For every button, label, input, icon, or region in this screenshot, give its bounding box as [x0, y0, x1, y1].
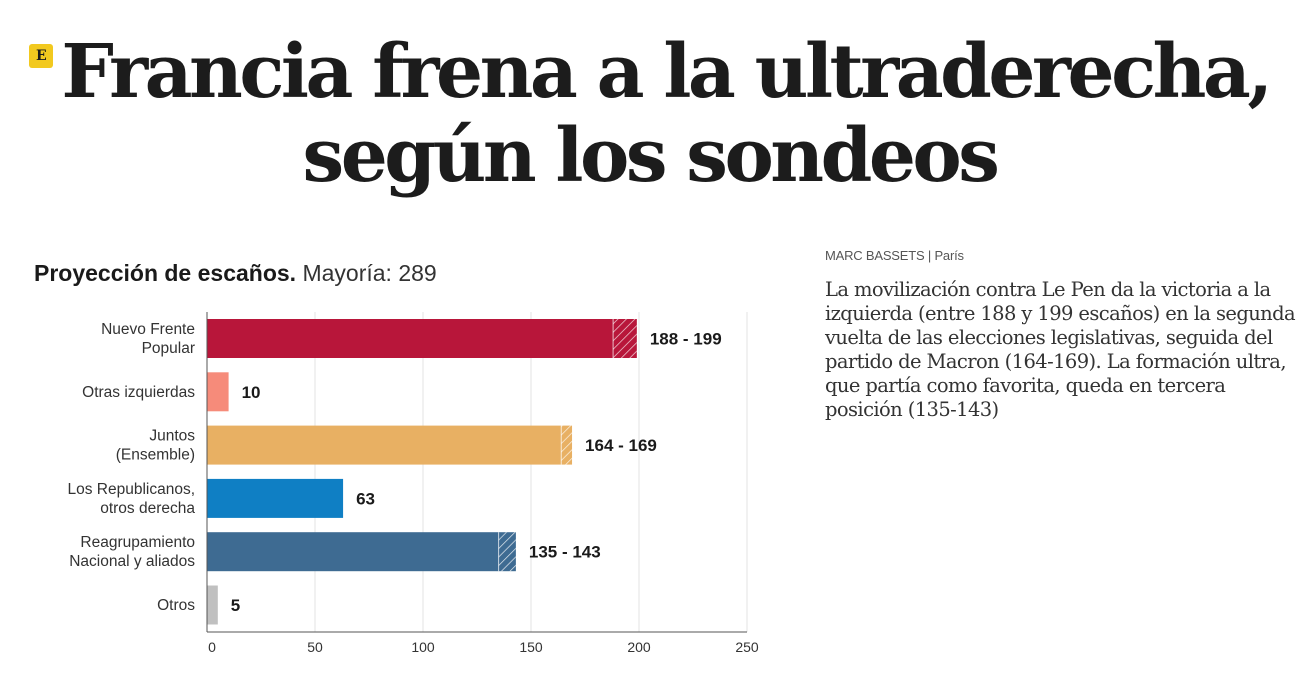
bar-min [207, 425, 562, 465]
x-tick-label: 250 [735, 639, 759, 655]
chart-subtitle: Mayoría: 289 [302, 260, 437, 286]
headline-line-2: según los sondeos [302, 113, 1000, 199]
chart-title: Proyección de escaños. Mayoría: 289 [34, 260, 437, 287]
category-label: (Ensemble) [116, 447, 195, 464]
bar-range-hatch [561, 425, 573, 465]
value-label: 5 [231, 596, 240, 615]
bar-min [207, 532, 499, 572]
category-label: Juntos [149, 428, 195, 445]
value-labels: 188 - 199 10 164 - 169 63 135 - 143 5 [231, 330, 722, 616]
chart-title-main: Proyección de escaños. [34, 260, 297, 286]
value-label: 164 - 169 [585, 436, 657, 455]
category-label: Los Republicanos, [67, 481, 195, 498]
bar-range-hatch [498, 532, 516, 572]
value-label: 63 [356, 489, 375, 508]
value-label: 10 [242, 383, 261, 402]
bar-min [207, 585, 218, 625]
category-label: Nacional y aliados [69, 553, 195, 570]
el-pais-logo-icon: E [29, 43, 54, 68]
x-tick-label: 100 [411, 639, 435, 655]
bar-min [207, 319, 614, 358]
byline: MARC BASSETS | París [825, 248, 964, 263]
bar-min [207, 372, 229, 412]
bar-chart: Nuevo Frente Popular Otras izquierdas Junto… [67, 312, 759, 655]
tick-labels: 0 50 100 150 200 250 [208, 639, 759, 655]
axes [206, 312, 747, 633]
category-labels: Nuevo Frente Popular Otras izquierdas Junto… [67, 321, 195, 614]
x-tick-label: 150 [519, 639, 543, 655]
x-tick-label: 50 [307, 639, 323, 655]
bar-min [207, 478, 344, 518]
bar-range-hatch [613, 319, 637, 358]
bars [207, 319, 637, 625]
category-label: Otros [157, 597, 195, 614]
category-label: Reagrupamiento [80, 534, 195, 551]
category-label: otros derecha [100, 500, 195, 517]
category-label: Nuevo Frente [101, 321, 195, 338]
article-summary: La movilización contra Le Pen da la vict… [825, 278, 1296, 421]
gridlines [314, 312, 748, 632]
headline: E Francia frena a la ultraderecha, según … [0, 30, 1299, 198]
value-label: 135 - 143 [529, 543, 601, 562]
value-label: 188 - 199 [650, 330, 722, 349]
headline-text-1: Francia frena a la ultraderecha, [61, 29, 1273, 115]
category-label: Otras izquierdas [82, 384, 195, 401]
category-label: Popular [142, 340, 195, 357]
headline-line-1: E Francia frena a la ultraderecha, [0, 30, 1299, 114]
x-tick-label: 0 [208, 639, 216, 655]
x-tick-label: 200 [627, 639, 651, 655]
